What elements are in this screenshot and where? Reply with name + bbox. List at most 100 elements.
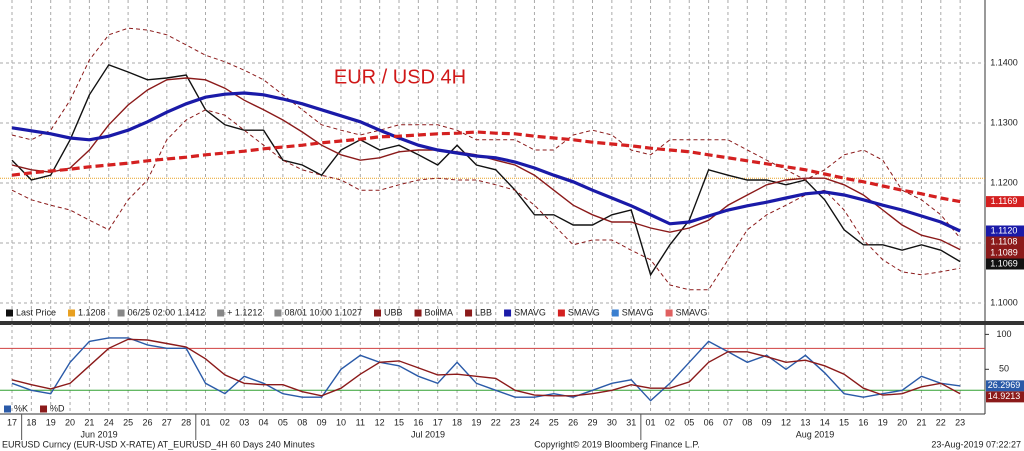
- legend-swatch: [611, 309, 619, 317]
- x-tick-label: 01: [200, 417, 210, 427]
- x-tick-label: 21: [84, 417, 94, 427]
- series-line: [11, 91, 961, 233]
- footer-center: Copyright© 2019 Bloomberg Finance L.P.: [534, 439, 700, 449]
- x-tick-label: 16: [413, 417, 423, 427]
- legend-swatch: [374, 309, 382, 317]
- last-value-label: 1.1069: [990, 258, 1018, 268]
- x-tick-label: 11: [356, 417, 365, 427]
- x-tick-label: 24: [529, 417, 539, 427]
- x-tick-label: 26: [142, 417, 152, 427]
- legend-label: SMAVG: [514, 307, 546, 317]
- legend-label: %D: [50, 403, 65, 413]
- legend-swatch: [665, 309, 673, 317]
- series-line: [11, 338, 961, 397]
- x-tick-label: 15: [394, 417, 404, 427]
- last-value-label: 1.1089: [990, 247, 1018, 257]
- month-label: Aug 2019: [796, 429, 835, 439]
- footer-right: 23-Aug-2019 07:22:27: [931, 439, 1021, 449]
- x-tick-label: 01: [646, 417, 656, 427]
- legend-label: 08/01 10:00 1.1027: [284, 307, 362, 317]
- last-value-box: [986, 236, 1024, 248]
- legend-swatch: [68, 309, 76, 317]
- x-tick-label: 20: [65, 417, 75, 427]
- legend-swatch: [504, 309, 512, 317]
- x-tick-label: 18: [452, 417, 462, 427]
- x-tick-label: 08: [297, 417, 307, 427]
- x-tick-label: 09: [317, 417, 327, 427]
- last-value-box: [986, 380, 1024, 392]
- y-tick-label: 50: [999, 364, 1009, 374]
- x-tick-label: 20: [897, 417, 907, 427]
- legend-label: %K: [14, 403, 28, 413]
- x-tick-label: 22: [491, 417, 501, 427]
- x-tick-label: 25: [549, 417, 559, 427]
- x-tick-label: 19: [878, 417, 888, 427]
- legend-swatch: [465, 309, 473, 317]
- legend-swatch: [40, 405, 48, 413]
- panel-separator: [0, 321, 1024, 325]
- x-tick-label: 04: [259, 417, 269, 427]
- series-line: [11, 337, 961, 402]
- last-value-label: 1.1120: [991, 225, 1018, 235]
- x-tick-label: 13: [800, 417, 810, 427]
- legend-swatch: [6, 309, 13, 317]
- x-tick-label: 09: [762, 417, 772, 427]
- x-tick-label: 22: [936, 417, 946, 427]
- last-value-label: 1.1108: [991, 236, 1018, 246]
- x-tick-label: 08: [742, 417, 752, 427]
- x-tick-label: 31: [626, 417, 636, 427]
- legend-label: SMAVG: [676, 307, 708, 317]
- x-tick-label: 30: [607, 417, 617, 427]
- x-tick-label: 23: [955, 417, 965, 427]
- last-value-box: [986, 391, 1024, 403]
- series-line: [11, 109, 961, 291]
- legend-swatch: [274, 309, 282, 317]
- x-tick-label: 07: [723, 417, 733, 427]
- x-tick-label: 23: [510, 417, 520, 427]
- last-value-label: 14.9213: [988, 391, 1021, 401]
- x-tick-label: 28: [181, 417, 191, 427]
- series-line: [11, 27, 961, 239]
- legend-label: SMAVG: [622, 307, 654, 317]
- month-label: Jun 2019: [81, 429, 118, 439]
- chart-title: EUR / USD 4H: [334, 66, 466, 88]
- x-tick-label: 10: [336, 417, 346, 427]
- last-value-box: [986, 225, 1024, 237]
- x-tick-label: 06: [704, 417, 714, 427]
- x-tick-label: 26: [568, 417, 578, 427]
- x-tick-label: 17: [433, 417, 443, 427]
- y-tick-label: 1.1300: [990, 117, 1018, 127]
- x-tick-label: 17: [7, 417, 17, 427]
- y-tick-label: 100: [996, 329, 1011, 339]
- month-label: Jul 2019: [411, 429, 445, 439]
- legend-label: 06/25 02:00 1.1412: [128, 307, 206, 317]
- legend-label: 1.1208: [78, 307, 106, 317]
- footer-left: EURUSD Curncy (EUR-USD X-RATE) AT_EURUSD…: [2, 439, 315, 449]
- legend-swatch: [557, 309, 565, 317]
- legend-label: SMAVG: [568, 307, 600, 317]
- x-tick-label: 18: [26, 417, 36, 427]
- legend-swatch: [414, 309, 422, 317]
- x-tick-label: 14: [820, 417, 830, 427]
- x-tick-label: 19: [46, 417, 56, 427]
- legend-label: LBB: [475, 307, 492, 317]
- y-tick-label: 1.1200: [990, 177, 1018, 187]
- last-value-label: 26.2969: [988, 380, 1021, 390]
- x-tick-label: 29: [587, 417, 597, 427]
- x-tick-label: 25: [123, 417, 133, 427]
- series-line: [11, 63, 961, 277]
- y-tick-label: 1.1000: [990, 297, 1018, 307]
- x-tick-label: 05: [278, 417, 288, 427]
- x-tick-label: 12: [781, 417, 791, 427]
- last-value-box: [986, 258, 1024, 270]
- x-tick-label: 02: [220, 417, 230, 427]
- legend-label: BollMA: [425, 307, 454, 317]
- last-value-box: [986, 247, 1024, 259]
- legend-label: + 1.1212: [227, 307, 262, 317]
- x-tick-label: 03: [239, 417, 249, 427]
- legend-swatch: [217, 309, 225, 317]
- legend-label: UBB: [384, 307, 403, 317]
- x-tick-label: 24: [104, 417, 114, 427]
- series-line: [11, 130, 961, 204]
